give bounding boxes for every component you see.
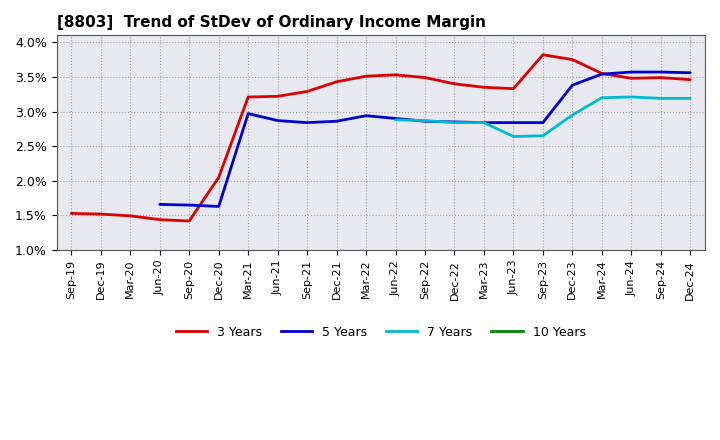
3 Years [244,94,253,99]
5 Years [156,202,164,207]
7 Years [391,117,400,122]
5 Years [361,113,370,118]
3 Years [450,81,459,87]
3 Years [598,71,606,76]
3 Years [627,76,636,81]
5 Years [303,120,312,125]
3 Years [332,79,341,84]
5 Years [657,70,665,75]
3 Years [568,57,577,62]
5 Years [244,111,253,116]
5 Years [450,119,459,125]
7 Years [598,95,606,100]
Line: 3 Years: 3 Years [71,55,690,221]
5 Years [215,204,223,209]
5 Years [539,120,547,125]
5 Years [332,119,341,124]
5 Years [598,71,606,77]
3 Years [686,77,695,82]
5 Years [509,120,518,125]
3 Years [657,75,665,80]
7 Years [420,118,429,123]
5 Years [686,70,695,75]
3 Years [126,213,135,218]
3 Years [96,212,105,217]
Text: [8803]  Trend of StDev of Ordinary Income Margin: [8803] Trend of StDev of Ordinary Income… [57,15,485,30]
3 Years [480,84,488,90]
3 Years [391,72,400,77]
3 Years [361,73,370,79]
7 Years [509,134,518,139]
7 Years [539,133,547,139]
7 Years [480,120,488,125]
3 Years [156,217,164,222]
5 Years [568,83,577,88]
3 Years [539,52,547,57]
3 Years [185,218,194,224]
3 Years [420,75,429,80]
7 Years [627,94,636,99]
5 Years [391,116,400,121]
5 Years [480,120,488,125]
Line: 7 Years: 7 Years [395,97,690,136]
3 Years [274,94,282,99]
3 Years [509,86,518,92]
5 Years [627,70,636,75]
7 Years [450,120,459,125]
3 Years [303,89,312,94]
7 Years [686,96,695,101]
7 Years [657,96,665,101]
5 Years [420,119,429,124]
Legend: 3 Years, 5 Years, 7 Years, 10 Years: 3 Years, 5 Years, 7 Years, 10 Years [171,321,590,344]
5 Years [274,118,282,123]
3 Years [215,175,223,180]
7 Years [568,112,577,117]
Line: 5 Years: 5 Years [160,72,690,206]
3 Years [67,211,76,216]
5 Years [185,202,194,208]
